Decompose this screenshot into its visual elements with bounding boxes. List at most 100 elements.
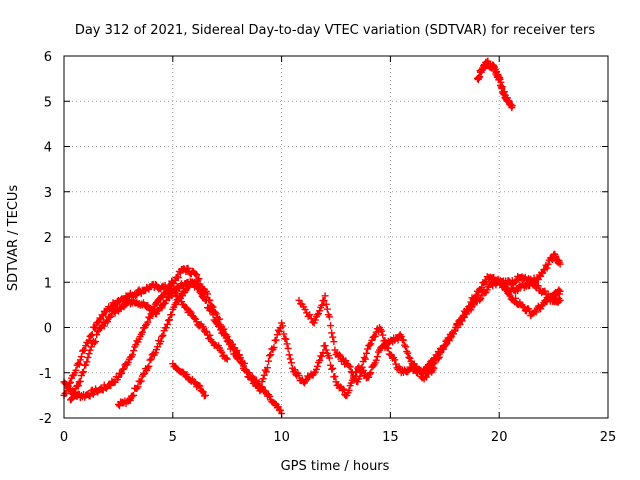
- y-tick-label: 4: [44, 141, 52, 156]
- data-point-track-h: [451, 327, 459, 335]
- data-point-track-a: [124, 358, 132, 366]
- data-point-track-d: [162, 324, 170, 332]
- data-point-track-f: [367, 369, 375, 377]
- data-point-track-d: [134, 383, 142, 391]
- data-point-track-d: [158, 333, 166, 341]
- data-point-track-g: [358, 363, 366, 371]
- data-point-track-i: [512, 278, 520, 286]
- data-point-track-b: [199, 323, 207, 331]
- data-point-track-i: [556, 296, 564, 304]
- data-point-track-b: [208, 338, 216, 346]
- data-point-track-d: [130, 391, 138, 399]
- data-point-track-b: [67, 378, 75, 386]
- data-point-track-h: [445, 336, 453, 344]
- data-point-track-a: [130, 347, 138, 355]
- data-point-track-h: [442, 341, 450, 349]
- data-point-track-c: [67, 395, 75, 403]
- grid: [64, 56, 608, 418]
- data-point-track-f: [286, 355, 294, 363]
- x-tick-label: 5: [169, 430, 177, 445]
- data-point-track-h: [478, 284, 486, 292]
- data-point-track-h: [512, 294, 520, 302]
- data-point-track-g: [306, 311, 314, 319]
- data-point-track-a: [195, 275, 203, 283]
- data-point-track-g: [316, 307, 324, 315]
- data-point-track-g: [483, 286, 491, 294]
- data-point-track-a: [277, 406, 285, 414]
- data-point-track-h: [472, 291, 480, 299]
- data-point-track-f: [280, 330, 288, 338]
- data-point-track-f: [331, 372, 339, 380]
- data-point-track-j: [476, 73, 484, 81]
- data-point-track-c: [82, 361, 90, 369]
- data-point-track-e: [183, 370, 191, 378]
- data-point-track-f: [236, 355, 244, 363]
- data-point-track-h: [421, 367, 429, 375]
- y-axis-title: SDTVAR / TECUs: [6, 185, 21, 292]
- data-point-track-g: [318, 301, 326, 309]
- data-point-track-a: [146, 314, 154, 322]
- data-point-track-f: [325, 354, 333, 362]
- data-point-track-a: [274, 403, 282, 411]
- x-tick-label: 15: [382, 430, 399, 445]
- data-points: [60, 57, 564, 417]
- data-point-track-f: [402, 343, 410, 351]
- data-point-track-f: [340, 385, 348, 393]
- y-tick-label: 2: [44, 231, 52, 246]
- data-point-track-b: [223, 355, 231, 363]
- data-point-track-d: [174, 297, 182, 305]
- data-point-track-f: [339, 386, 347, 394]
- data-point-track-h: [471, 293, 479, 301]
- data-point-track-f: [262, 368, 270, 376]
- axis-ticks: 0 5 10 15 20 25 -2 -1 0 1 2 3 4 5 6: [39, 50, 616, 445]
- data-point-track-f: [257, 384, 265, 392]
- data-point-track-g: [539, 269, 547, 277]
- data-point-track-c: [83, 358, 91, 366]
- data-point-track-g: [361, 355, 369, 363]
- data-point-track-j: [500, 88, 508, 96]
- data-point-track-g: [544, 260, 552, 268]
- data-point-track-f: [237, 359, 245, 367]
- data-point-track-a: [120, 365, 128, 373]
- data-point-track-f: [259, 375, 267, 383]
- data-point-track-g: [362, 349, 370, 357]
- data-point-track-g: [543, 264, 551, 272]
- data-point-track-a: [138, 328, 146, 336]
- data-point-track-f: [365, 373, 373, 381]
- data-point-track-a: [170, 280, 178, 288]
- data-point-track-b: [65, 379, 73, 387]
- data-point-track-f: [287, 359, 295, 367]
- data-point-track-f: [282, 335, 290, 343]
- data-point-track-d: [209, 311, 217, 319]
- data-point-track-f: [312, 365, 320, 373]
- data-point-track-a: [193, 271, 201, 279]
- data-point-track-c: [104, 318, 112, 326]
- data-point-track-e: [201, 391, 209, 399]
- data-point-track-g: [323, 305, 331, 313]
- x-tick-label: 20: [491, 430, 508, 445]
- data-point-track-h: [502, 285, 510, 293]
- y-tick-label: 1: [44, 276, 52, 291]
- data-point-track-b: [72, 366, 80, 374]
- data-point-track-g: [381, 336, 389, 344]
- data-point-track-g: [301, 305, 309, 313]
- data-point-track-g: [378, 327, 386, 335]
- data-point-track-d: [168, 311, 176, 319]
- data-point-track-d: [144, 364, 152, 372]
- data-point-track-f: [265, 357, 273, 365]
- data-point-track-h: [426, 363, 434, 371]
- data-point-track-b: [133, 291, 141, 299]
- data-point-track-g: [476, 296, 484, 304]
- data-point-track-f: [302, 377, 310, 385]
- data-point-track-g: [320, 296, 328, 304]
- data-point-track-a: [184, 264, 192, 272]
- data-point-track-f: [397, 333, 405, 341]
- data-point-track-a: [118, 369, 126, 377]
- data-point-track-f: [372, 356, 380, 364]
- data-point-track-f: [322, 346, 330, 354]
- data-point-track-d: [151, 349, 159, 357]
- data-point-track-a: [119, 365, 127, 373]
- data-point-track-d: [163, 320, 171, 328]
- data-point-track-h: [459, 313, 467, 321]
